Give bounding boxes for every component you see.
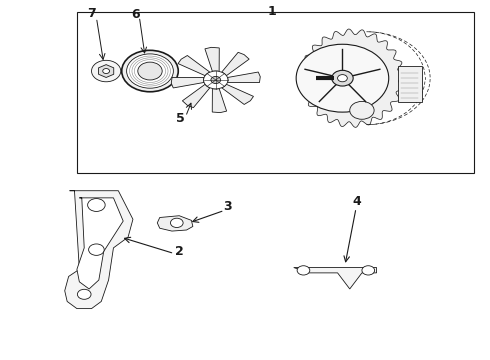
Circle shape xyxy=(297,266,310,275)
Text: 6: 6 xyxy=(131,8,140,21)
Circle shape xyxy=(126,54,173,88)
Circle shape xyxy=(122,50,178,92)
Polygon shape xyxy=(300,29,405,127)
Bar xyxy=(77,12,474,173)
Text: 1: 1 xyxy=(268,5,276,18)
Circle shape xyxy=(350,102,374,119)
Polygon shape xyxy=(98,64,114,77)
Polygon shape xyxy=(182,84,210,108)
Polygon shape xyxy=(157,216,193,231)
Text: 2: 2 xyxy=(175,245,184,258)
FancyBboxPatch shape xyxy=(398,66,422,103)
Polygon shape xyxy=(178,55,210,76)
Text: 4: 4 xyxy=(353,195,362,208)
Polygon shape xyxy=(172,77,204,88)
Circle shape xyxy=(77,289,91,299)
Circle shape xyxy=(89,244,104,255)
Text: 5: 5 xyxy=(176,112,185,125)
Circle shape xyxy=(92,60,121,82)
Circle shape xyxy=(103,68,110,73)
Polygon shape xyxy=(65,191,133,309)
Text: 7: 7 xyxy=(87,8,96,21)
Circle shape xyxy=(338,75,347,82)
Polygon shape xyxy=(227,72,260,82)
Polygon shape xyxy=(205,48,219,71)
Circle shape xyxy=(138,62,162,80)
Polygon shape xyxy=(221,52,249,76)
Polygon shape xyxy=(294,267,376,289)
Circle shape xyxy=(171,218,183,228)
Circle shape xyxy=(211,76,220,84)
Text: 3: 3 xyxy=(223,201,232,213)
Polygon shape xyxy=(212,89,226,113)
Circle shape xyxy=(362,266,374,275)
Polygon shape xyxy=(221,84,253,104)
Polygon shape xyxy=(77,198,123,289)
Circle shape xyxy=(203,71,228,89)
Circle shape xyxy=(88,199,105,211)
Circle shape xyxy=(332,70,353,86)
Circle shape xyxy=(296,44,389,112)
